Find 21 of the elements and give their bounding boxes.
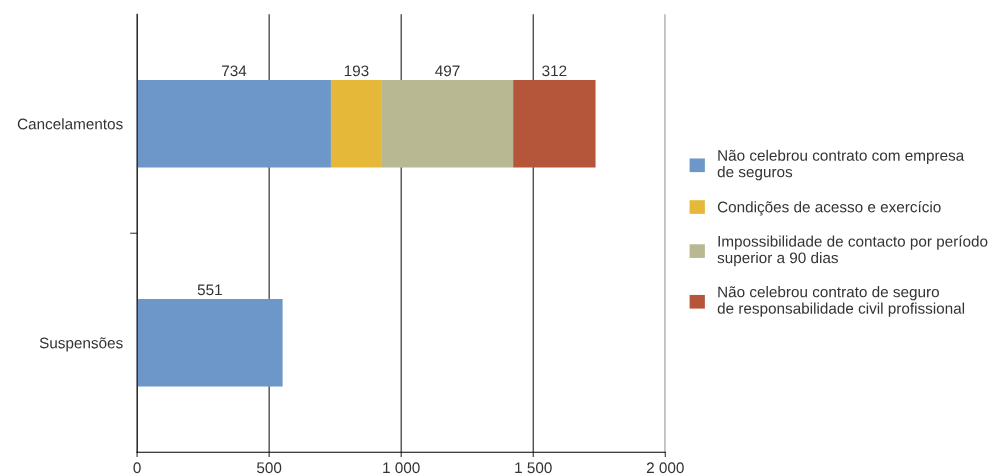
legend-label: Não celebrou contrato com empresa de seguros bbox=[717, 149, 965, 181]
bar bbox=[330, 79, 382, 168]
x-tick-label: 0 bbox=[133, 462, 141, 474]
bar bbox=[137, 298, 283, 387]
bar bbox=[381, 79, 514, 168]
data-label: 193 bbox=[344, 65, 369, 77]
data-label: 551 bbox=[197, 284, 222, 296]
bar bbox=[513, 79, 596, 168]
x-tick-label: 1 500 bbox=[515, 462, 552, 474]
y-tick-label: Suspensões bbox=[39, 337, 123, 352]
x-tick-label: 2 000 bbox=[646, 462, 684, 474]
data-label: 497 bbox=[435, 65, 460, 77]
x-tick-label: 1 000 bbox=[383, 462, 420, 474]
y-tick-label: Cancelamentos bbox=[17, 118, 123, 130]
bar bbox=[137, 79, 331, 168]
data-label: 312 bbox=[542, 65, 567, 77]
legend-label: Não celebrou contrato de seguro de responsabilidade civil profissional bbox=[717, 286, 965, 317]
legend-label: Impossibilidade de contacto por período superior a 90 dias bbox=[717, 235, 988, 267]
legend-label: Condições de acesso e exercício bbox=[717, 201, 941, 216]
data-label: 734 bbox=[222, 65, 247, 77]
x-tick-label: 500 bbox=[257, 462, 282, 474]
